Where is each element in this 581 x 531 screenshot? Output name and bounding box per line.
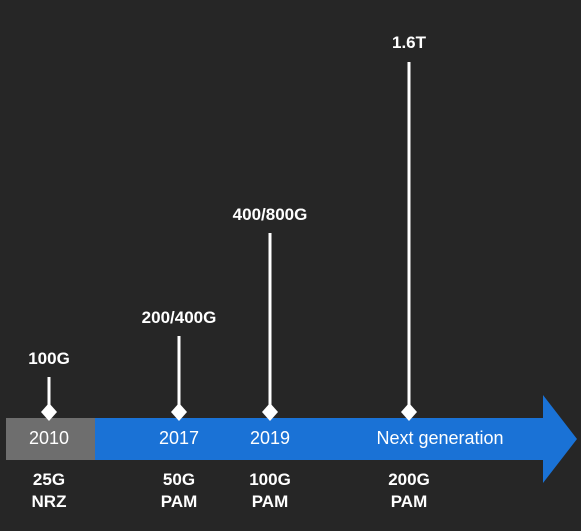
lane-rate: 200G bbox=[388, 470, 430, 489]
modulation-type: NRZ bbox=[31, 492, 67, 511]
timeline-arrow bbox=[95, 395, 577, 483]
year-label-next-generation: Next generation bbox=[376, 428, 504, 448]
lane-rate: 100G bbox=[249, 470, 291, 489]
past-segment bbox=[6, 418, 95, 460]
milestone-diamond-2019 bbox=[262, 403, 278, 421]
speed-label-200-400g: 200/400G bbox=[141, 308, 217, 327]
modulation-label-2010: 25G NRZ bbox=[32, 469, 67, 513]
milestone-diamond-2017 bbox=[171, 403, 187, 421]
modulation-label-2017: 50G PAM bbox=[161, 469, 198, 513]
milestone-diamond-next bbox=[401, 403, 417, 421]
milestone-diamond-2010 bbox=[41, 403, 57, 421]
modulation-type: PAM bbox=[390, 492, 428, 511]
lane-rate: 25G bbox=[32, 470, 66, 489]
year-label-2017: 2017 bbox=[158, 428, 200, 448]
speed-label-400-800g: 400/800G bbox=[232, 205, 308, 224]
lane-rate: 50G bbox=[162, 470, 196, 489]
speed-label-100g: 100G bbox=[28, 349, 70, 368]
speed-label-1-6t: 1.6T bbox=[391, 33, 427, 52]
modulation-label-next: 200G PAM bbox=[388, 469, 430, 513]
year-label-2019: 2019 bbox=[249, 428, 291, 448]
year-label-2010: 2010 bbox=[28, 428, 70, 448]
modulation-type: PAM bbox=[160, 492, 198, 511]
modulation-type: PAM bbox=[251, 492, 289, 511]
modulation-label-2019: 100G PAM bbox=[249, 469, 291, 513]
